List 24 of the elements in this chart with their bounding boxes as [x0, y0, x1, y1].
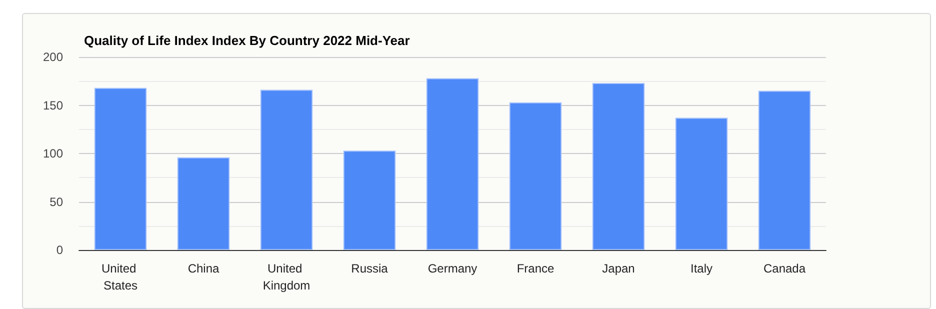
y-tick-label: 150: [42, 98, 64, 112]
bar: [426, 78, 479, 250]
x-tick-label: France: [516, 262, 554, 276]
x-tick-label: Italy: [690, 262, 713, 276]
y-tick-label: 0: [56, 243, 64, 257]
bar: [177, 157, 230, 250]
y-tick-label: 200: [42, 50, 64, 64]
bar: [343, 150, 396, 250]
bar: [260, 90, 313, 250]
x-tick-label: Germany: [428, 262, 478, 276]
bar: [94, 88, 147, 250]
x-tick-label: Japan: [602, 262, 635, 276]
bar: [675, 118, 728, 250]
y-tick-label: 50: [50, 194, 64, 209]
bar: [592, 83, 645, 250]
bar: [758, 90, 811, 250]
x-tick-label: China: [188, 262, 220, 276]
x-tick-label: United Kingdom: [262, 262, 310, 292]
x-tick-label: Canada: [763, 262, 806, 276]
x-tick-label: Russia: [351, 262, 388, 276]
bar: [509, 102, 562, 250]
y-tick-label: 100: [42, 146, 64, 160]
x-tick-label: United States: [101, 262, 140, 292]
chart-title: Quality of Life Index Index By Country 2022 Mid-Year: [84, 33, 410, 48]
